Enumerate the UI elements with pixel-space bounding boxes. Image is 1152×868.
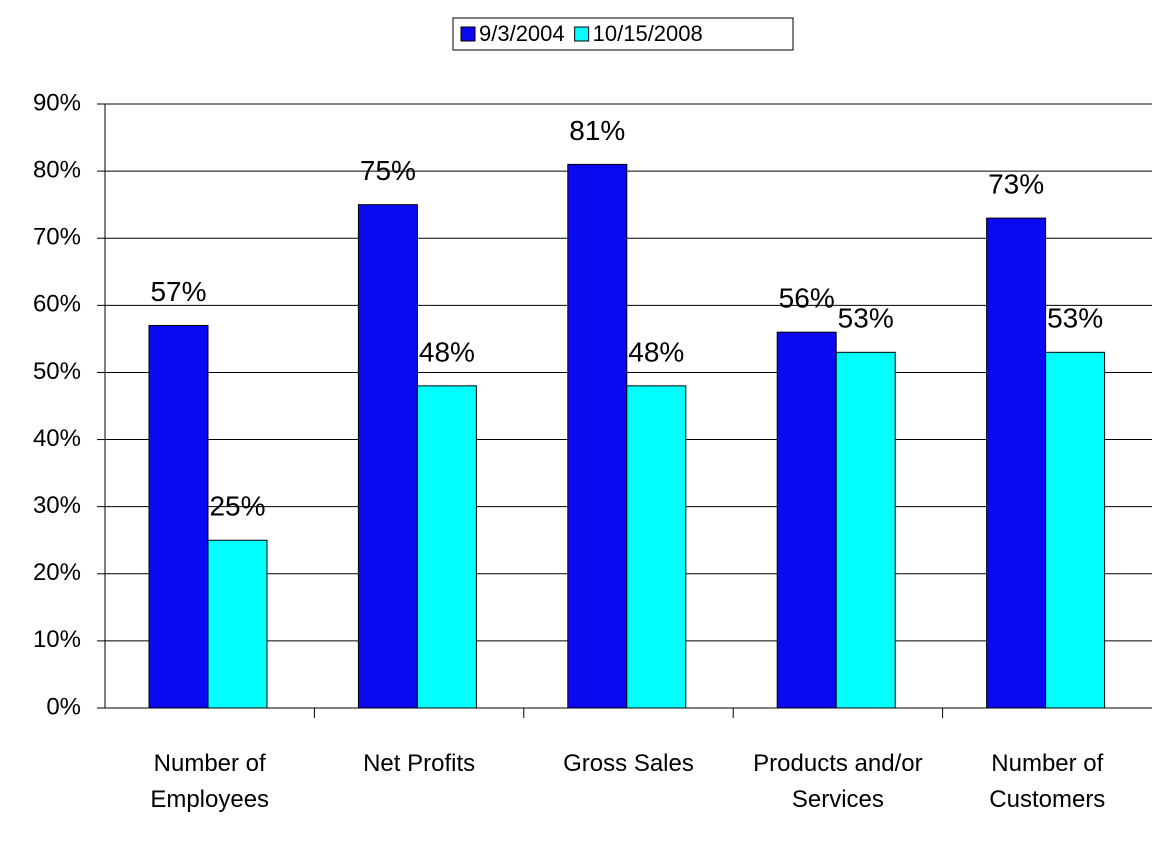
data-label: 48% [628,336,684,367]
legend-swatch [460,26,476,42]
y-tick-label: 40% [33,425,81,452]
y-tick-label: 0% [46,693,81,720]
legend-swatch [574,26,590,42]
data-label: 81% [569,115,625,146]
data-label: 56% [779,283,835,314]
data-label: 75% [360,155,416,186]
y-tick-label: 30% [33,492,81,519]
bar [1045,351,1106,709]
legend-box [452,17,794,51]
x-tick-label: Number of Employees [150,750,270,813]
legend-label: 9/3/2004 [479,21,565,46]
data-label: 25% [209,491,265,522]
legend-label: 10/15/2008 [593,21,703,46]
y-tick-label: 60% [33,291,81,318]
bar [567,163,628,709]
x-tick-label: Products and/or Services [753,750,923,813]
data-label: 53% [838,303,894,334]
y-tick-label: 20% [33,559,81,586]
y-tick-label: 80% [33,156,81,183]
bar [776,331,837,709]
bar [207,539,268,709]
bar [986,217,1047,709]
data-label: 57% [150,276,206,307]
x-tick-label: Number of Customers [989,750,1106,813]
y-tick-label: 90% [33,89,81,116]
y-tick-label: 10% [33,626,81,653]
y-tick-label: 70% [33,224,81,251]
bar [835,351,896,709]
bar [626,385,687,709]
data-label: 48% [419,336,475,367]
data-label: 53% [1047,303,1103,334]
bar [416,385,477,709]
x-tick-label: Gross Sales [563,750,694,777]
data-label: 73% [988,168,1044,199]
x-tick-label: Net Profits [363,750,476,777]
bar [148,324,209,709]
y-tick-label: 50% [33,358,81,385]
bar [357,204,418,709]
